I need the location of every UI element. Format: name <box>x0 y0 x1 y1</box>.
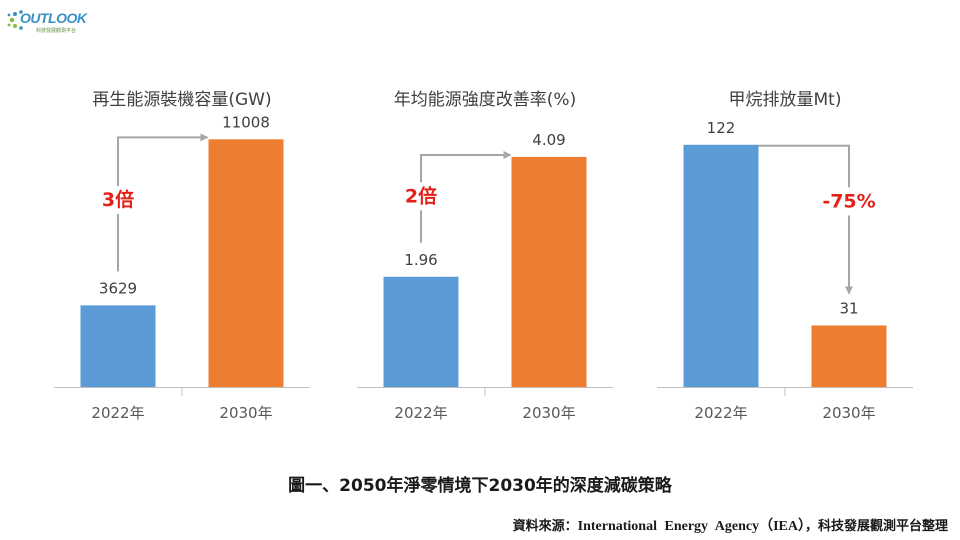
data-label: 122 <box>707 119 736 137</box>
logo-dots-icon <box>7 10 23 30</box>
outlook-logo: OUTLOOK 科技發展觀測平台 <box>6 6 90 36</box>
chart-title: 再生能源裝機容量(GW) <box>92 90 271 110</box>
logo-wordmark: OUTLOOK <box>20 10 87 26</box>
x-tick-label: 2022年 <box>694 404 747 422</box>
annotation-bg <box>401 182 441 211</box>
chart-title: 甲烷排放量Mt) <box>729 90 842 110</box>
logo-subtitle: 科技發展觀測平台 <box>36 28 77 34</box>
data-label: 11008 <box>222 113 270 131</box>
growth-arrow <box>420 150 512 243</box>
source-prefix: 資料來源： <box>512 519 578 534</box>
x-tick-label: 2030年 <box>822 404 875 422</box>
annotation-bg <box>98 185 138 214</box>
charts-area: 再生能源裝機容量(GW) 3629 2022年 11008 2030年 3倍 年均能源強度改… <box>54 90 913 422</box>
bar-2030 <box>811 325 887 387</box>
x-tick-label: 2030年 <box>522 404 575 422</box>
source-suffix: ，科技發展觀測平台整理 <box>804 519 948 534</box>
annotation-bg <box>815 187 883 216</box>
data-label: 3629 <box>99 279 137 297</box>
x-tick-label: 2022年 <box>91 404 144 422</box>
data-label: 31 <box>839 299 858 317</box>
bar-2022 <box>80 305 156 387</box>
change-annotation: -75% <box>822 190 875 212</box>
bar-2022 <box>383 276 459 387</box>
change-annotation: 3倍 <box>102 188 134 211</box>
data-label: 1.96 <box>404 251 437 269</box>
bar-2022 <box>683 144 759 387</box>
source-org: International Energy Agency（IEA） <box>577 519 805 534</box>
chart-title: 年均能源強度改善率(%) <box>394 90 576 110</box>
chart-panel-3: 甲烷排放量Mt) 122 2022年 31 2030年 -75% <box>657 90 913 422</box>
bar-2030 <box>208 139 284 387</box>
growth-arrow <box>117 133 209 272</box>
x-tick-label: 2022年 <box>394 404 447 422</box>
x-tick-label: 2030年 <box>219 404 272 422</box>
chart-panel-1: 再生能源裝機容量(GW) 3629 2022年 11008 2030年 3倍 <box>54 90 310 422</box>
change-annotation: 2倍 <box>405 184 437 207</box>
data-label: 4.09 <box>532 131 565 149</box>
chart-panel-2: 年均能源強度改善率(%) 1.96 2022年 4.09 2030年 2倍 <box>357 90 613 422</box>
source-note: 資料來源：International Energy Agency（IEA），科技… <box>513 515 948 535</box>
reduction-arrow <box>758 144 853 295</box>
figure-caption: 圖一、2050年淨零情境下2030年的深度減碳策略 <box>288 476 672 496</box>
bar-2030 <box>511 156 587 387</box>
